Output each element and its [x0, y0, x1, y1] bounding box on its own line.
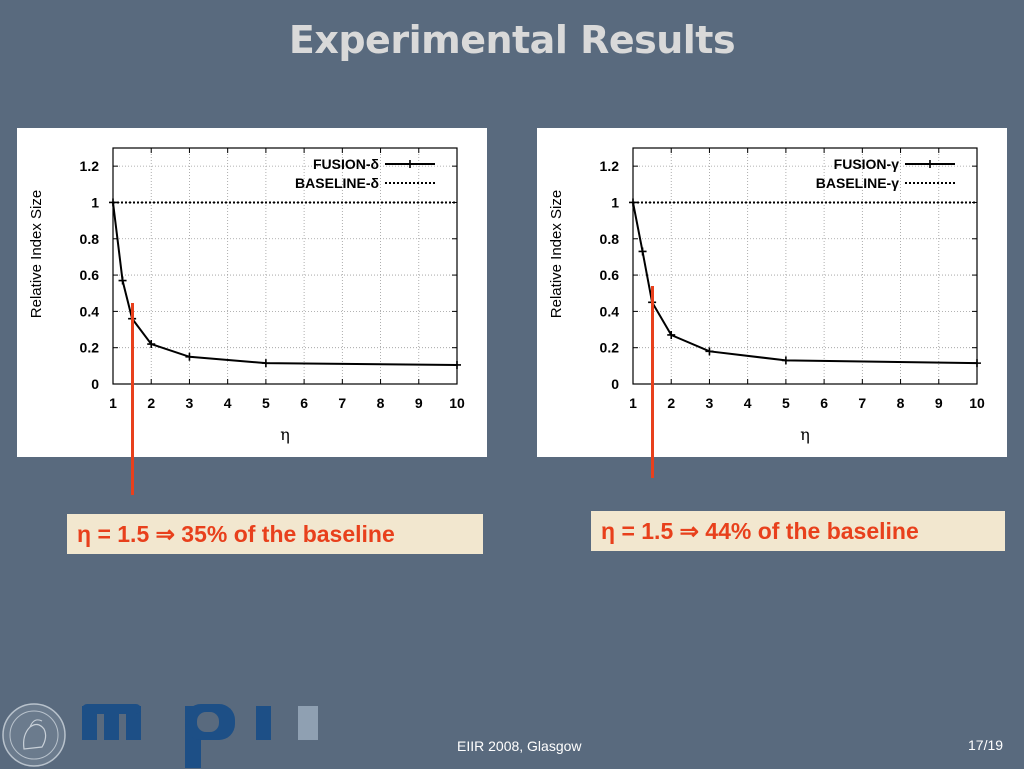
minerva-seal-icon — [2, 703, 66, 767]
data-point-marker — [453, 360, 461, 369]
x-tick-label: 5 — [262, 395, 270, 411]
data-point-marker — [781, 356, 790, 365]
x-tick-label: 9 — [415, 395, 423, 411]
footer-venue: EIIR 2008, Glasgow — [457, 738, 582, 754]
x-tick-label: 8 — [377, 395, 385, 411]
y-tick-label: 0.6 — [600, 267, 620, 283]
legend-label: BASELINE-γ — [816, 175, 899, 191]
y-tick-label: 0.2 — [600, 340, 620, 356]
x-tick-label: 2 — [667, 395, 675, 411]
y-tick-label: 0.2 — [80, 340, 100, 356]
legend-marker — [926, 160, 934, 168]
y-tick-label: 0 — [611, 376, 619, 392]
x-tick-label: 4 — [744, 395, 752, 411]
x-tick-label: 9 — [935, 395, 943, 411]
series-line-fusion — [632, 202, 978, 365]
data-point-marker — [638, 247, 647, 256]
y-tick-label: 1.2 — [600, 158, 620, 174]
plot-frame — [632, 147, 978, 385]
x-tick-label: 3 — [186, 395, 194, 411]
page-number: 17/19 — [968, 737, 1004, 753]
data-point-marker — [185, 352, 194, 361]
callout-pointer-left — [130, 302, 134, 495]
data-point-marker — [705, 347, 714, 356]
chart-right: 1 2 3 4 5 6 7 8 9 10 0 0.2 0.4 0.6 0.8 1 1.2 Relative Ind… — [537, 128, 1007, 457]
x-tick-label: 3 — [706, 395, 714, 411]
callout-left: η = 1.5 ⇒ 35% of the baseline — [67, 514, 483, 554]
data-point-marker — [261, 359, 270, 368]
x-tick-label: 10 — [969, 395, 985, 411]
y-tick-label: 0 — [91, 376, 99, 392]
x-tick-label: 5 — [782, 395, 790, 411]
x-tick-label: 10 — [449, 395, 465, 411]
chart-left: 1 2 3 4 5 6 7 8 9 10 0 0.2 0.4 0.6 0.8 1 1.2 Relative Ind… — [17, 128, 487, 457]
y-tick-label: 1 — [611, 194, 619, 210]
callout-right: η = 1.5 ⇒ 44% of the baseline — [591, 511, 1005, 551]
x-tick-label: 7 — [338, 395, 346, 411]
y-tick-label: 0.6 — [80, 267, 100, 283]
legend-marker — [406, 160, 414, 168]
data-point-marker — [973, 359, 981, 368]
slide-title: Experimental Results — [288, 18, 736, 62]
y-tick-label: 1.2 — [80, 158, 100, 174]
legend-label: FUSION-δ — [313, 156, 379, 172]
y-tick-label: 1 — [91, 194, 99, 210]
y-axis-label: Relative Index Size — [28, 190, 45, 318]
mpi-logo — [82, 704, 318, 768]
x-tick-label: 2 — [147, 395, 155, 411]
y-axis-label: Relative Index Size — [548, 190, 565, 318]
y-tick-label: 0.4 — [600, 303, 620, 319]
x-tick-label: 1 — [629, 395, 637, 411]
x-axis-label: η — [280, 425, 290, 444]
x-tick-label: 6 — [820, 395, 828, 411]
chart-right-svg: 1 2 3 4 5 6 7 8 9 10 0 0.2 0.4 0.6 0.8 1 1.2 Relative Ind… — [548, 147, 985, 444]
x-tick-label: 7 — [858, 395, 866, 411]
y-tick-label: 0.4 — [80, 303, 100, 319]
chart-left-svg: 1 2 3 4 5 6 7 8 9 10 0 0.2 0.4 0.6 0.8 1 1.2 Relative Ind… — [28, 147, 465, 444]
x-tick-label: 6 — [300, 395, 308, 411]
data-point-marker — [147, 340, 156, 349]
series-line-fusion — [112, 202, 458, 366]
x-tick-label: 1 — [109, 395, 117, 411]
y-tick-label: 0.8 — [80, 231, 100, 247]
x-axis-label: η — [800, 425, 810, 444]
data-point-marker — [118, 276, 127, 285]
x-tick-label: 8 — [897, 395, 905, 411]
callout-pointer-right — [650, 286, 654, 478]
y-tick-label: 0.8 — [600, 231, 620, 247]
legend-label: BASELINE-δ — [295, 175, 379, 191]
plot-frame — [112, 147, 458, 385]
x-tick-label: 4 — [224, 395, 232, 411]
legend-label: FUSION-γ — [834, 156, 900, 172]
data-point-marker — [667, 330, 676, 339]
